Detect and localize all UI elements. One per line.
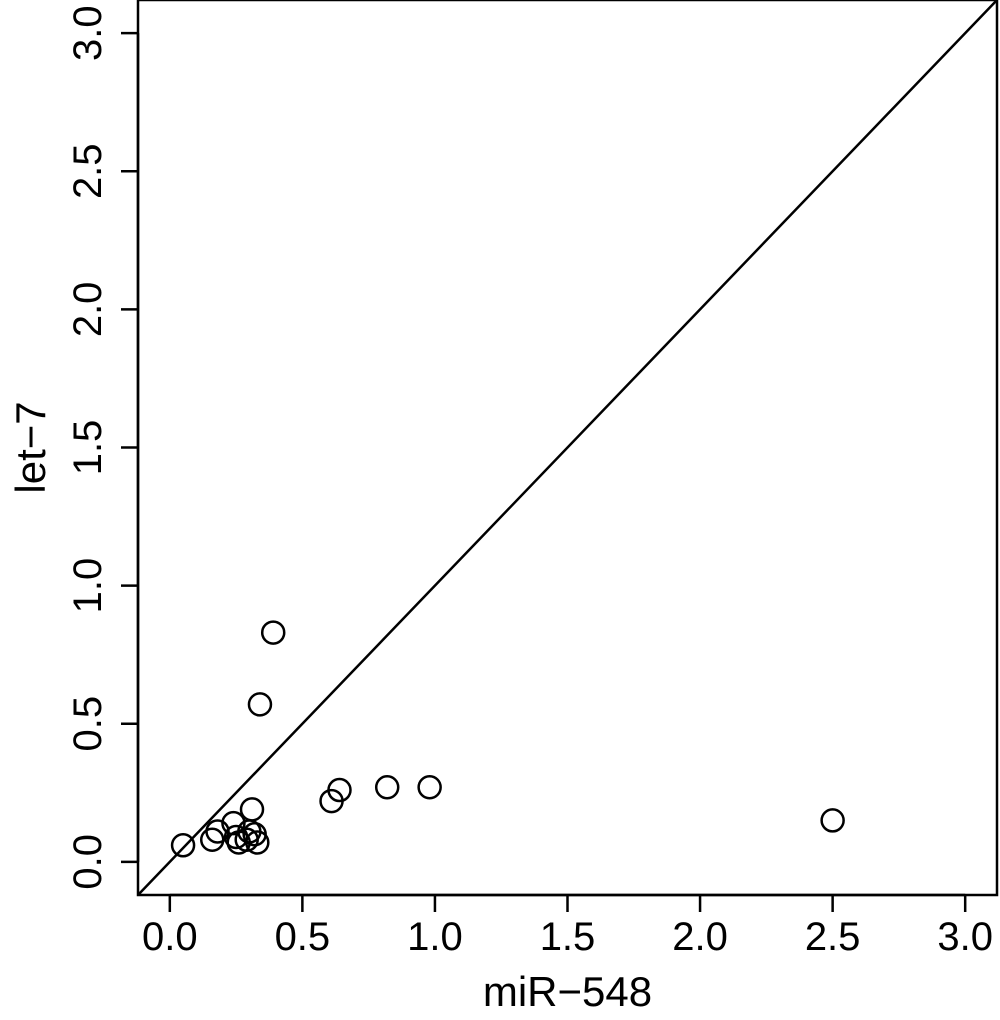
x-tick-label: 2.0 xyxy=(672,915,728,959)
data-point xyxy=(239,797,265,822)
x-tick-label: 0.0 xyxy=(142,915,198,959)
data-point xyxy=(820,808,845,833)
data-point xyxy=(205,819,230,844)
y-axis-label: let−7 xyxy=(7,401,54,493)
y-tick-label: 2.0 xyxy=(66,282,110,338)
x-tick-label: 1.5 xyxy=(540,915,596,959)
data-point xyxy=(260,620,286,645)
data-point xyxy=(327,777,352,803)
x-tick-label: 3.0 xyxy=(937,915,993,959)
reference-line-layer xyxy=(137,0,998,896)
x-tick-label: 1.0 xyxy=(407,915,463,959)
data-point xyxy=(247,692,273,717)
reference-line xyxy=(137,0,998,896)
x-tick-label: 2.5 xyxy=(805,915,861,959)
data-point xyxy=(374,775,400,800)
data-point xyxy=(170,833,196,858)
y-tick-label: 1.5 xyxy=(66,420,110,476)
y-axis: 0.0 0.5 1.0 1.5 2.0 2.5 3.0 xyxy=(66,5,140,890)
y-tick-label: 2.5 xyxy=(66,143,110,199)
data-points xyxy=(170,620,845,858)
y-tick-label: 3.0 xyxy=(66,5,110,61)
x-axis-label: miR−548 xyxy=(483,968,652,1015)
y-tick-label: 0.0 xyxy=(66,834,110,890)
y-tick-label: 1.0 xyxy=(66,558,110,614)
data-point xyxy=(417,775,442,800)
y-tick-label: 0.5 xyxy=(66,696,110,752)
data-point xyxy=(245,830,270,855)
x-axis: 0.0 0.5 1.0 1.5 2.0 2.5 3.0 xyxy=(142,893,993,959)
x-tick-label: 0.5 xyxy=(275,915,331,959)
